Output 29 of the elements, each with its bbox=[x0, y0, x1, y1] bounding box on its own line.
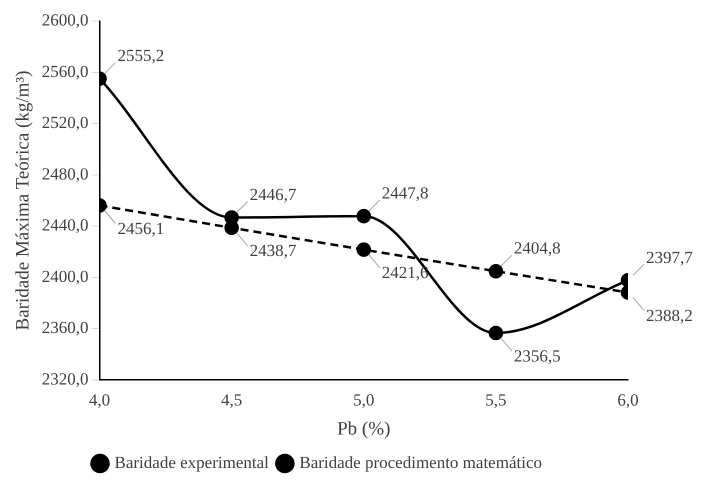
x-tick-label: 5,0 bbox=[353, 390, 374, 410]
y-tick-label: 2400,0 bbox=[42, 266, 89, 286]
y-tick-label: 2440,0 bbox=[42, 216, 89, 235]
point bbox=[356, 242, 372, 257]
point bbox=[356, 208, 372, 224]
y-tick-label: 2480,0 bbox=[42, 164, 89, 184]
data-label: 2356,5 bbox=[514, 346, 561, 366]
y-tick-label: 2520,0 bbox=[42, 113, 89, 132]
x-tick-label: 4,0 bbox=[88, 390, 110, 410]
data-label: 2421,6 bbox=[382, 263, 429, 282]
data-label: 2447,8 bbox=[382, 184, 429, 203]
y-tick-label: 2360,0 bbox=[42, 318, 89, 338]
y-tick-label: 2560,0 bbox=[42, 62, 89, 81]
data-label: 2438,7 bbox=[250, 241, 297, 260]
x-tick-label: 6,0 bbox=[617, 390, 639, 410]
y-tick-label: 2320,0 bbox=[42, 369, 89, 388]
y-tick-label: 2600,0 bbox=[42, 10, 89, 30]
x-tick-label: 4,5 bbox=[221, 390, 242, 410]
x-tick-label: 5,5 bbox=[485, 390, 507, 410]
y-axis-title: Baridade Máxima Teórica (kg/m³) bbox=[12, 70, 34, 330]
legend-label: Baridade experimental bbox=[114, 452, 270, 472]
legend-label: Baridade procedimento matemático bbox=[299, 452, 542, 472]
data-label: 2555,2 bbox=[118, 46, 164, 66]
data-label: 2446,7 bbox=[250, 185, 297, 204]
data-label: 2456,1 bbox=[118, 218, 164, 238]
data-label: 2404,8 bbox=[514, 238, 561, 258]
data-label: 2388,2 bbox=[646, 306, 693, 325]
x-axis-title: Pb (%) bbox=[337, 418, 390, 440]
data-label: 2397,7 bbox=[646, 248, 694, 267]
